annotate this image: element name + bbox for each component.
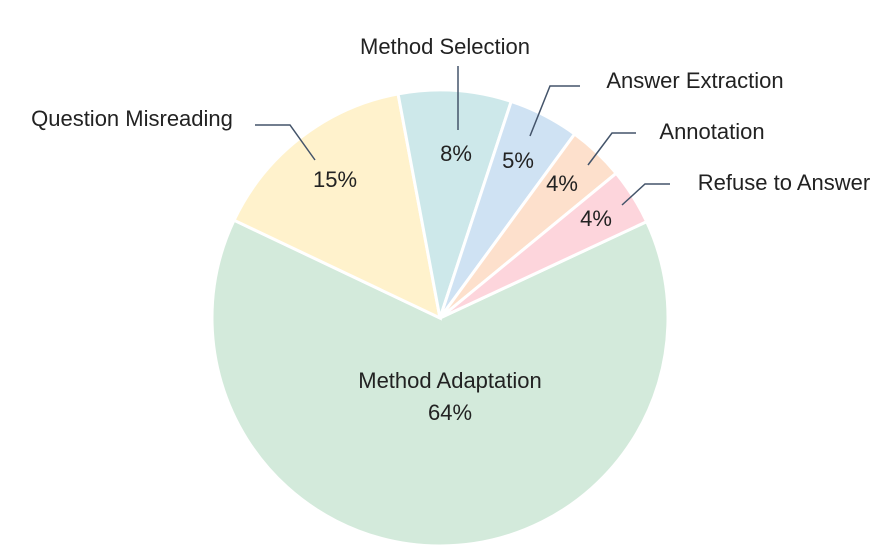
slice-label: Answer Extraction [606, 68, 783, 93]
leader-lines [255, 66, 670, 206]
value-label: 4% [580, 206, 612, 231]
pie-slice [232, 92, 443, 321]
pie-slice [210, 218, 670, 548]
slice-label: Question Misreading [31, 106, 233, 131]
slice-label: Refuse to Answer [698, 170, 870, 195]
leader-line [621, 183, 670, 206]
value-label: 8% [440, 141, 472, 166]
value-label: 5% [502, 148, 534, 173]
slice-label: Annotation [659, 119, 764, 144]
value-label: 4% [546, 171, 578, 196]
leader-line [529, 85, 580, 137]
value-label: 15% [313, 167, 357, 192]
slice-label: Method Selection [360, 34, 530, 59]
leader-line [587, 132, 636, 166]
slice-label: Method Adaptation [358, 368, 541, 393]
pie-slice [396, 88, 514, 319]
value-label: 64% [428, 400, 472, 425]
pie-slice [439, 171, 649, 320]
leader-line [255, 124, 316, 161]
